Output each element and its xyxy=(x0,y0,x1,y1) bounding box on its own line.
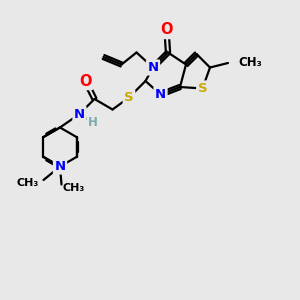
Text: N: N xyxy=(147,61,159,74)
Text: CH₃: CH₃ xyxy=(238,56,262,70)
Text: CH₃: CH₃ xyxy=(63,182,85,193)
Text: N: N xyxy=(54,160,66,173)
Text: CH₃: CH₃ xyxy=(17,178,39,188)
Text: O: O xyxy=(160,22,173,38)
Text: N: N xyxy=(74,107,85,121)
Text: S: S xyxy=(198,82,207,95)
Text: H: H xyxy=(88,116,98,130)
Text: N: N xyxy=(155,88,166,101)
Text: O: O xyxy=(79,74,92,88)
Text: S: S xyxy=(124,91,134,104)
